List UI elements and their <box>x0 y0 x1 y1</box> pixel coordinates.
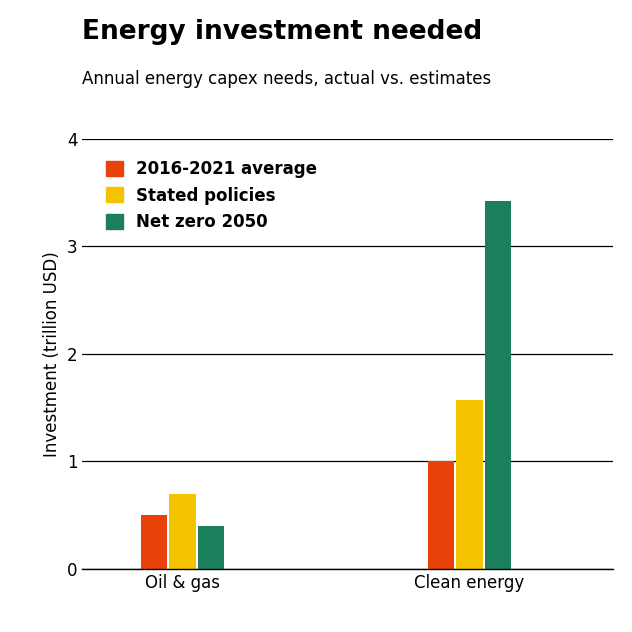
Bar <box>428 461 454 569</box>
Bar <box>169 494 196 569</box>
Text: Annual energy capex needs, actual vs. estimates: Annual energy capex needs, actual vs. es… <box>82 70 492 87</box>
Legend: 2016-2021 average, Stated policies, Net zero 2050: 2016-2021 average, Stated policies, Net … <box>106 161 317 231</box>
Bar <box>456 400 483 569</box>
Bar <box>198 526 224 569</box>
Y-axis label: Investment (trillion USD): Investment (trillion USD) <box>43 251 61 457</box>
Bar <box>485 202 511 569</box>
Text: Energy investment needed: Energy investment needed <box>82 19 482 45</box>
Bar <box>141 515 167 569</box>
